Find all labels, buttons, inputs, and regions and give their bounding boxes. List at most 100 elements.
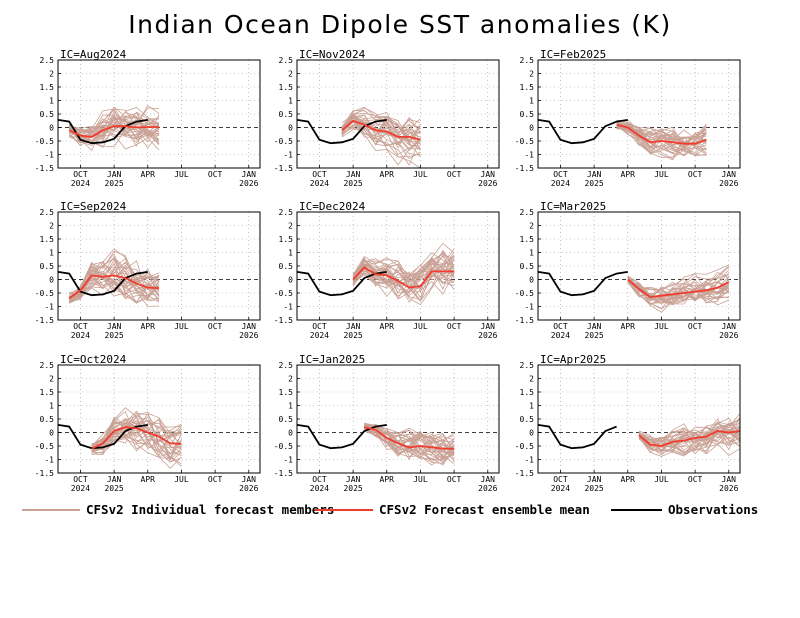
member-line [68, 121, 160, 146]
ensemble-mean-line [91, 426, 182, 450]
x-tick-year-label: 2026 [478, 484, 497, 493]
x-tick-year-label: 2026 [719, 179, 738, 188]
y-tick-label: 0.5 [40, 110, 55, 119]
y-tick-label: 0.5 [40, 415, 55, 424]
y-tick-label: -1.5 [515, 316, 534, 325]
x-tick-label: APR [380, 475, 395, 484]
ensemble-mean-line [341, 119, 421, 141]
y-tick-label: -0.5 [515, 137, 534, 146]
x-tick-label: JUL [413, 322, 428, 331]
member-line [616, 122, 707, 154]
x-tick-label: APR [141, 322, 156, 331]
x-tick-label: APR [141, 170, 156, 179]
y-tick-label: -1 [283, 456, 293, 465]
y-tick-label: 0 [288, 429, 293, 438]
y-tick-label: 0.5 [520, 415, 535, 424]
member-line [352, 259, 455, 283]
y-tick-label: 0 [288, 124, 293, 133]
member-line [616, 125, 707, 155]
y-tick-label: 2 [288, 70, 293, 79]
member-line [364, 427, 455, 456]
member-line [341, 124, 421, 169]
y-tick-label: 1 [288, 402, 293, 411]
x-tick-label: OCT [73, 322, 88, 331]
member-line [68, 108, 160, 145]
x-tick-label: OCT [688, 170, 703, 179]
x-tick-year-label: 2026 [239, 484, 258, 493]
panel-ic-label: IC=Apr2025 [540, 353, 606, 366]
ensemble-mean-line [616, 123, 707, 145]
x-tick-label: OCT [73, 475, 88, 484]
y-tick-label: 0.5 [520, 262, 535, 271]
y-tick-label: 1 [288, 97, 293, 106]
legend-obs-label: Observations [668, 502, 758, 517]
x-tick-label: OCT [688, 475, 703, 484]
x-tick-year-label: 2026 [239, 331, 258, 340]
x-tick-year-label: 2025 [584, 484, 603, 493]
y-tick-label: 0 [529, 276, 534, 285]
x-tick-year-label: 2026 [478, 179, 497, 188]
y-tick-label: -0.5 [274, 442, 293, 451]
y-tick-label: 2 [288, 375, 293, 384]
y-tick-label: 2 [529, 375, 534, 384]
observations-line [57, 271, 148, 297]
panel-ic-label: IC=Oct2024 [60, 353, 127, 366]
member-line [616, 123, 707, 155]
panel-ic-label: IC=Feb2025 [540, 48, 606, 61]
x-tick-year-label: 2025 [104, 331, 123, 340]
y-tick-label: 1.5 [279, 83, 294, 92]
x-tick-label: JUL [654, 322, 669, 331]
x-tick-year-label: 2025 [104, 484, 123, 493]
x-tick-label: JAN [107, 322, 122, 331]
y-tick-label: 1.5 [40, 235, 55, 244]
y-tick-label: 2 [529, 222, 534, 231]
y-tick-label: 0 [49, 124, 54, 133]
y-tick-label: -1.5 [515, 164, 534, 173]
x-tick-label: APR [141, 475, 156, 484]
ensemble-mean-line [68, 274, 160, 300]
x-tick-label: JAN [481, 322, 496, 331]
y-tick-label: 2 [49, 222, 54, 231]
y-tick-label: -1 [524, 456, 534, 465]
y-tick-label: -1 [524, 151, 534, 160]
member-line [364, 429, 455, 459]
x-tick-year-label: 2024 [310, 331, 329, 340]
member-line [616, 123, 707, 157]
y-tick-label: 0 [288, 276, 293, 285]
x-tick-year-label: 2024 [71, 331, 90, 340]
observations-line [537, 119, 628, 145]
x-tick-year-label: 2024 [71, 179, 90, 188]
legend-mean-label: CFSv2 Forecast ensemble mean [379, 502, 590, 517]
y-tick-label: 2.5 [520, 361, 535, 370]
y-tick-label: 1.5 [279, 388, 294, 397]
y-tick-label: -0.5 [35, 442, 54, 451]
y-tick-label: 0 [49, 429, 54, 438]
member-line [69, 122, 160, 148]
y-tick-label: -1.5 [274, 316, 293, 325]
x-tick-label: JAN [722, 475, 737, 484]
y-tick-label: -1.5 [515, 469, 534, 478]
y-tick-label: 2.5 [279, 208, 294, 217]
member-line [69, 270, 160, 303]
member-line [68, 250, 160, 301]
member-line [627, 274, 729, 301]
x-tick-year-label: 2024 [71, 484, 90, 493]
y-tick-label: 2.5 [40, 361, 55, 370]
y-tick-label: 2.5 [279, 56, 294, 65]
x-tick-label: OCT [447, 170, 462, 179]
y-tick-label: -1.5 [274, 164, 293, 173]
x-tick-label: OCT [553, 170, 568, 179]
y-tick-label: -0.5 [274, 289, 293, 298]
member-line [91, 411, 182, 452]
y-tick-label: 2.5 [279, 361, 294, 370]
x-tick-label: JUL [413, 170, 428, 179]
y-tick-label: -1.5 [274, 469, 293, 478]
x-tick-label: OCT [312, 475, 327, 484]
x-tick-label: JAN [587, 475, 602, 484]
x-tick-label: JAN [242, 322, 257, 331]
y-tick-label: 2 [288, 222, 293, 231]
